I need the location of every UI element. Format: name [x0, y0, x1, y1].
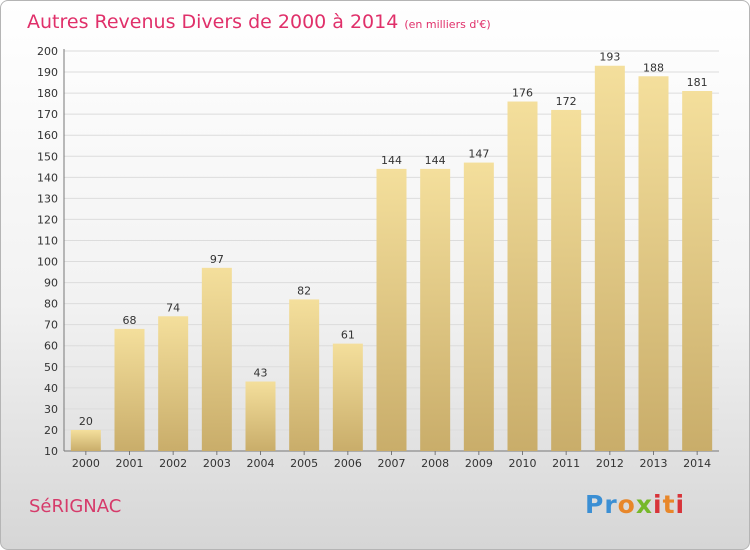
data-label: 74	[166, 301, 180, 314]
data-label: 97	[210, 253, 224, 266]
bar-2006	[332, 343, 363, 451]
labels: 10 20 30 40 50 60 70 80 90 100 110 120 130 140 150 160 1…	[37, 45, 711, 470]
bar-2010	[507, 101, 538, 452]
x-tick-label: 2001	[116, 457, 144, 470]
y-tick-label: 110	[37, 234, 58, 247]
data-label: 176	[512, 87, 533, 100]
data-label: 61	[341, 329, 355, 342]
y-tick-label: 70	[44, 319, 58, 332]
data-label: 193	[599, 51, 620, 64]
x-tick-label: 2013	[640, 457, 668, 470]
bar-2000	[70, 429, 101, 451]
y-tick-label: 140	[37, 171, 58, 184]
x-tick-label: 2004	[247, 457, 275, 470]
logo-letter: x	[635, 490, 653, 519]
bars	[70, 65, 713, 452]
bar-2004	[245, 381, 276, 451]
data-label: 188	[643, 61, 664, 74]
data-label: 20	[79, 415, 93, 428]
y-tick-label: 20	[44, 424, 58, 437]
y-tick-label: 130	[37, 192, 58, 205]
y-tick-label: 200	[37, 45, 58, 58]
y-tick-label: 10	[44, 445, 58, 458]
y-tick-label: 60	[44, 340, 58, 353]
bar-2007	[376, 168, 407, 452]
data-label: 147	[468, 148, 489, 161]
data-label: 181	[687, 76, 708, 89]
bar-2003	[201, 267, 232, 451]
y-tick-label: 100	[37, 256, 58, 269]
logo-letter: r	[604, 490, 618, 519]
data-label: 144	[381, 154, 402, 167]
title-text: Autres Revenus Divers de 2000 à 2014	[27, 11, 399, 33]
data-label: 68	[123, 314, 137, 327]
y-tick-label: 80	[44, 298, 58, 311]
y-tick-label: 120	[37, 213, 58, 226]
x-tick-label: 2011	[552, 457, 580, 470]
bar-2002	[158, 316, 189, 451]
location-label: SéRIGNAC	[29, 496, 122, 517]
y-tick-label: 160	[37, 129, 58, 142]
bar-2009	[463, 162, 494, 451]
y-tick-label: 150	[37, 150, 58, 163]
y-tick-label: 170	[37, 108, 58, 121]
title-unit: (en milliers d'€)	[404, 18, 491, 31]
proxiti-logo[interactable]: Proxiti	[585, 490, 685, 519]
x-tick-label: 2009	[465, 457, 493, 470]
x-tick-label: 2000	[72, 457, 100, 470]
x-tick-label: 2008	[421, 457, 449, 470]
logo-letter: o	[617, 490, 636, 519]
chart-title: Autres Revenus Divers de 2000 à 2014 (en …	[27, 11, 491, 33]
x-tick-label: 2002	[159, 457, 187, 470]
x-tick-label: 2010	[509, 457, 537, 470]
bar-2014	[682, 91, 713, 451]
bar-2005	[289, 299, 320, 451]
data-label: 172	[556, 95, 577, 108]
data-label: 144	[425, 154, 446, 167]
x-tick-label: 2006	[334, 457, 362, 470]
logo-letter: i	[653, 490, 663, 519]
x-tick-label: 2005	[290, 457, 318, 470]
bar-2001	[114, 328, 145, 451]
logo-letter: i	[675, 490, 686, 519]
x-tick-label: 2003	[203, 457, 231, 470]
y-tick-label: 180	[37, 87, 58, 100]
bar-2011	[551, 109, 582, 452]
data-label: 43	[254, 367, 268, 380]
y-tick-label: 50	[44, 361, 58, 374]
bar-2008	[420, 168, 451, 452]
x-tick-label: 2007	[378, 457, 406, 470]
x-tick-label: 2014	[683, 457, 711, 470]
y-tick-label: 40	[44, 382, 58, 395]
bar-2012	[594, 65, 625, 451]
y-tick-label: 30	[44, 403, 58, 416]
logo-letter: t	[662, 490, 676, 519]
y-tick-label: 90	[44, 277, 58, 290]
bar-2013	[638, 76, 669, 452]
data-label: 82	[297, 284, 311, 297]
y-tick-label: 190	[37, 66, 58, 79]
x-tick-label: 2012	[596, 457, 624, 470]
logo-letter: P	[585, 490, 605, 519]
